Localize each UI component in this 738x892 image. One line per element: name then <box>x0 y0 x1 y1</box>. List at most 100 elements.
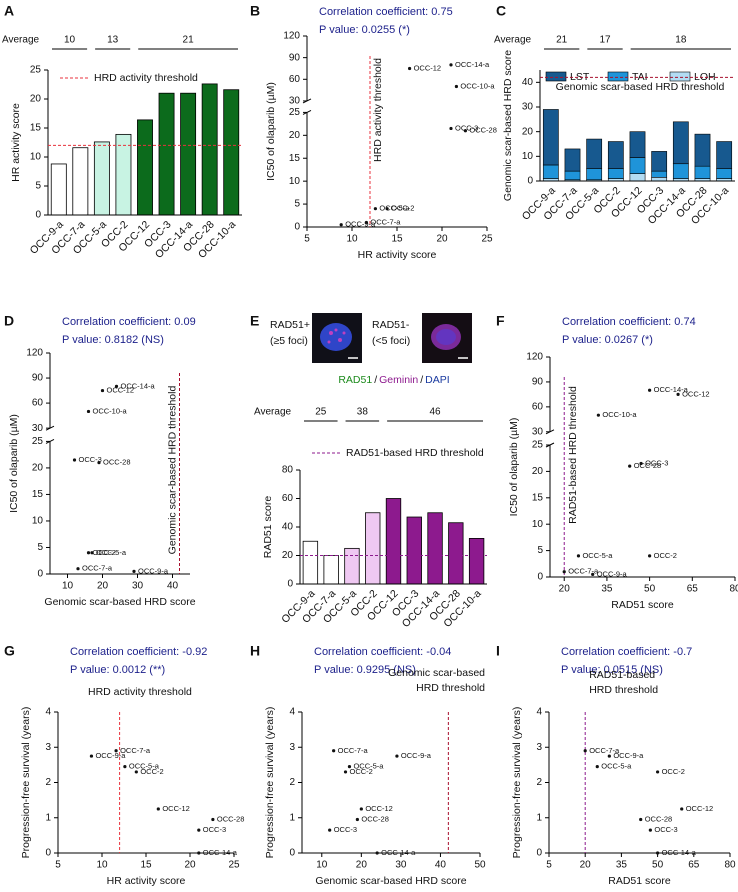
x-tick-label: 30 <box>132 581 144 592</box>
y-tick-label: 10 <box>522 151 534 162</box>
y-axis-label: HR activity score <box>10 103 22 182</box>
point-label: OCC-28 <box>361 814 389 823</box>
bar-segment <box>629 173 646 182</box>
point <box>347 765 352 769</box>
y-tick-label: 20 <box>532 466 544 477</box>
panel-letter: F <box>496 313 505 329</box>
y-axis-label: Progression-free survival (years) <box>511 707 523 859</box>
y-tick-label: 120 <box>26 348 43 359</box>
point <box>385 207 389 211</box>
point-label: OCC-5-a <box>601 762 632 771</box>
y-tick-label: 20 <box>522 126 534 137</box>
average-value: 13 <box>107 35 119 46</box>
stain-name: Geminin <box>379 374 418 386</box>
bar-segment <box>542 109 559 166</box>
image-sublabel: (<5 foci) <box>372 335 410 347</box>
point <box>197 828 201 832</box>
bar <box>448 522 464 585</box>
point-label: OCC-2 <box>93 548 116 557</box>
bar <box>223 89 240 216</box>
bar-segment <box>586 138 603 169</box>
point <box>395 754 399 758</box>
point <box>591 572 595 576</box>
y-tick-label: 90 <box>289 52 301 63</box>
average-label: Average <box>494 35 532 46</box>
y-tick-label: 0 <box>527 176 533 187</box>
point <box>343 770 348 774</box>
point <box>449 126 453 131</box>
x-tick-label: 10 <box>346 234 358 245</box>
x-tick-label: 35 <box>616 860 628 871</box>
x-tick-label: 20 <box>97 581 109 592</box>
y-tick-label: 60 <box>282 493 294 504</box>
x-tick-label: 65 <box>687 584 699 595</box>
legend-swatch <box>669 71 691 82</box>
y-tick-label: 5 <box>37 542 43 553</box>
point-label: OCC-7-a <box>568 567 599 576</box>
x-axis-label: HR activity score <box>358 249 437 261</box>
point-label: OCC-2 <box>350 767 373 776</box>
bar <box>365 512 381 585</box>
average-value: 25 <box>315 407 327 418</box>
y-tick-label: 90 <box>532 377 544 388</box>
point-label: OCC-2 <box>391 204 414 213</box>
bar <box>137 119 153 216</box>
point-label: OCC-3 <box>455 123 478 132</box>
annotation: Correlation coefficient: 0.74 <box>562 316 696 328</box>
point-label: OCC-28 <box>103 458 131 467</box>
point-label: OCC-12 <box>414 63 442 72</box>
annotation: P value: 0.0012 (**) <box>70 664 165 676</box>
bar-segment <box>716 168 733 179</box>
point <box>607 754 611 758</box>
y-tick-label: 5 <box>294 199 300 210</box>
bar-segment <box>542 164 559 179</box>
y-tick-label: 25 <box>532 440 544 451</box>
point-label: OCC-10-a <box>602 410 637 419</box>
point <box>86 409 91 414</box>
point-label: OCC-5-a <box>582 551 613 560</box>
y-tick-label: 40 <box>282 522 294 533</box>
point-label: OCC-5-a <box>96 548 127 557</box>
y-tick-label: 30 <box>32 423 44 434</box>
y-tick-label: 10 <box>32 516 44 527</box>
threshold-label: HRD threshold <box>589 684 658 696</box>
average-value: 17 <box>599 35 611 46</box>
annotation: Correlation coefficient: 0.09 <box>62 316 196 328</box>
average-value: 21 <box>183 35 195 46</box>
point <box>100 388 105 393</box>
x-tick-label: 35 <box>601 584 613 595</box>
threshold-label: RAD51-based HRD threshold <box>346 447 484 459</box>
y-tick-label: 1 <box>289 812 295 823</box>
threshold-label: HRD activity threshold <box>88 686 192 698</box>
point-label: OCC-9-a <box>613 751 644 760</box>
legend-swatch <box>545 71 567 82</box>
point <box>596 413 600 417</box>
bar-segment <box>716 141 733 169</box>
point-label: OCC-7-a <box>82 564 113 573</box>
x-tick-label: 25 <box>481 234 493 245</box>
x-tick-label: 5 <box>546 860 552 871</box>
point-label: OCC-9-a <box>345 220 376 229</box>
average-value: 38 <box>357 407 369 418</box>
x-tick-label: 50 <box>474 860 486 871</box>
point-label: OCC-5-a <box>379 204 410 213</box>
y-tick-label: 10 <box>289 176 301 187</box>
point-label: OCC-14-a <box>455 60 490 69</box>
micrograph-positive <box>312 313 362 363</box>
point-label: OCC-14-a <box>654 385 689 394</box>
annotation: Correlation coefficient: -0.04 <box>314 646 451 658</box>
point <box>648 388 652 392</box>
point <box>676 392 680 396</box>
panel-letter: E <box>250 313 259 329</box>
panel-letter: I <box>496 643 500 659</box>
y-axis-label: IC50 of olaparib (µM) <box>265 82 277 181</box>
x-tick-label: 65 <box>688 860 700 871</box>
bar <box>302 540 319 585</box>
annotation: Correlation coefficient: -0.7 <box>561 646 692 658</box>
image-label: RAD51- <box>372 319 410 331</box>
y-tick-label: 120 <box>526 352 543 363</box>
threshold-label: HRD activity threshold <box>372 58 384 162</box>
y-tick-label: 30 <box>289 96 301 107</box>
point <box>328 828 332 832</box>
point <box>197 851 201 855</box>
